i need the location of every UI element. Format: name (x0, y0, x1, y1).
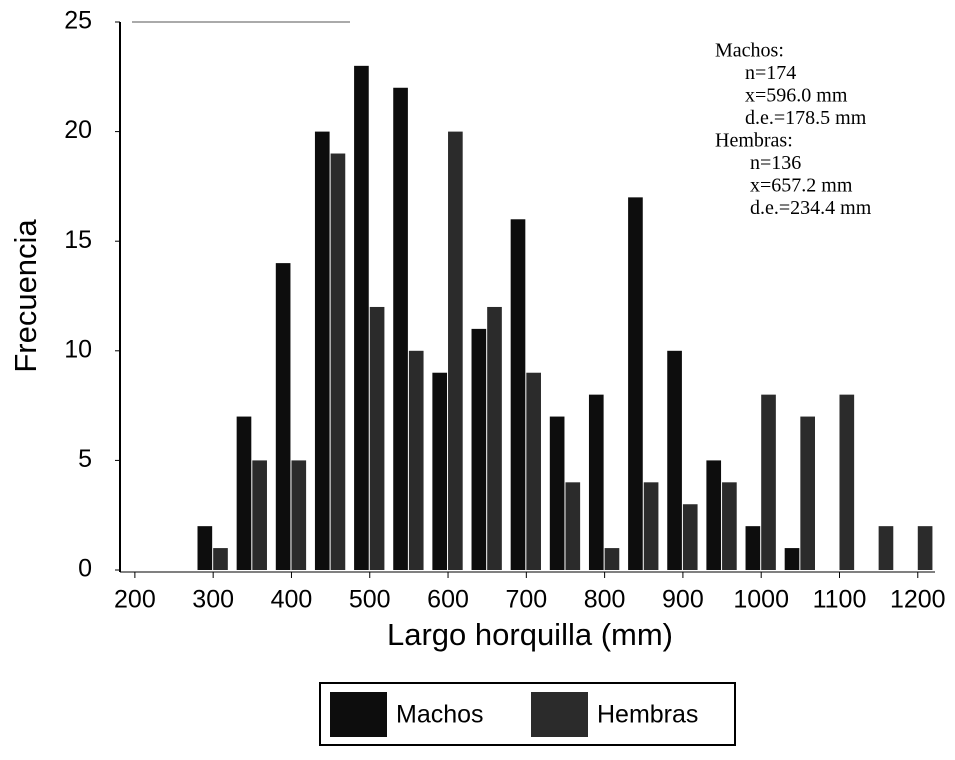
x-tick-label: 300 (192, 586, 234, 614)
bar (236, 416, 252, 570)
bar (393, 87, 408, 570)
bar (197, 526, 213, 570)
x-tick-label: 1100 (813, 586, 867, 614)
x-tick-label: 800 (584, 586, 626, 614)
legend-swatch (330, 692, 387, 737)
annotation: x=596.0 mm (745, 85, 848, 107)
x-tick-label: 700 (505, 586, 547, 614)
bar (839, 394, 855, 570)
x-tick-label: 1000 (733, 586, 789, 614)
x-axis-label: Largo horquilla (mm) (387, 617, 673, 652)
x-tick-label: 1200 (890, 586, 946, 614)
x-tick-label: 600 (427, 586, 469, 614)
bar (628, 197, 643, 571)
y-tick-label: 25 (64, 7, 92, 35)
bar (275, 263, 291, 570)
bar (354, 65, 369, 570)
bar (565, 482, 581, 570)
bar (432, 372, 448, 570)
annotation: d.e.=178.5 mm (745, 107, 867, 129)
bar (330, 153, 346, 570)
bar (604, 548, 620, 570)
bar (526, 372, 541, 570)
bar (917, 526, 933, 570)
y-tick-label: 10 (64, 335, 92, 363)
bar (448, 131, 463, 570)
bar (510, 219, 526, 570)
x-tick-label: 500 (349, 586, 391, 614)
bar (800, 416, 815, 570)
bar (761, 394, 776, 570)
y-tick-label: 5 (78, 445, 92, 473)
bar (252, 460, 267, 570)
y-tick-label: 0 (78, 555, 92, 583)
annotation: Machos: (715, 40, 784, 62)
bar (722, 482, 737, 570)
legend-box (319, 682, 736, 746)
bar (745, 526, 761, 570)
annotation: n=174 (745, 62, 796, 84)
legend-label: Hembras (597, 701, 698, 729)
bar (682, 504, 698, 570)
y-axis-label: Frecuencia (8, 219, 43, 373)
bar (213, 548, 228, 570)
y-tick-label: 20 (64, 116, 92, 144)
bar (487, 306, 502, 570)
legend-label: Machos (396, 701, 484, 729)
legend-swatch (531, 692, 588, 737)
annotation: n=136 (750, 152, 801, 174)
x-tick-label: 400 (271, 586, 313, 614)
bar (549, 416, 565, 570)
bar (667, 350, 682, 570)
bar (291, 460, 307, 570)
x-tick-label: 900 (662, 586, 704, 614)
bar (706, 460, 722, 570)
annotation: x=657.2 mm (750, 175, 853, 197)
x-tick-label: 200 (114, 586, 156, 614)
annotation: d.e.=234.4 mm (750, 197, 872, 219)
bar (588, 394, 604, 570)
bar (408, 350, 424, 570)
annotation: Hembras: (715, 130, 793, 152)
y-tick-label: 15 (64, 226, 92, 254)
bar (643, 482, 659, 570)
bar (369, 306, 385, 570)
bar (314, 131, 330, 570)
bar (878, 526, 894, 570)
bar (784, 548, 800, 570)
bar (471, 328, 487, 570)
